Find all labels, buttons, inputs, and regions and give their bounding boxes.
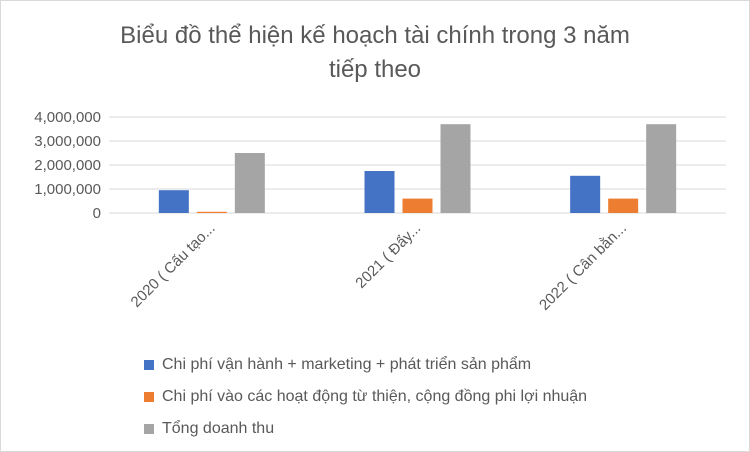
- bar-chart: 0 1,000,000 2,000,000 3,000,000 4,000,000 202…: [34, 109, 726, 314]
- legend-item: Chi phí vào các hoạt động từ thiện, cộng…: [144, 381, 587, 413]
- chart-title-line-2: tiếp theo: [328, 56, 422, 83]
- chart-title-line-1: Biểu đồ thể hiện kế hoạch tài chính tron…: [120, 22, 630, 49]
- bar: [608, 198, 639, 213]
- x-tick-label: 2022 ( Cân bằn...: [536, 220, 630, 314]
- legend-swatch: [144, 392, 154, 402]
- chart-title: Biểu đồ thể hiện kế hoạch tài chính tron…: [1, 19, 749, 87]
- chart-legend: Chi phí vận hành + marketing + phát triể…: [144, 349, 587, 445]
- y-tick-label: 4,000,000: [34, 109, 101, 126]
- bar: [158, 190, 189, 213]
- bar: [646, 124, 677, 213]
- y-tick-label: 2,000,000: [34, 157, 101, 174]
- legend-label: Chi phí vào các hoạt động từ thiện, cộng…: [162, 388, 588, 405]
- legend-swatch: [144, 360, 154, 370]
- y-tick-label: 3,000,000: [34, 133, 101, 150]
- x-tick-label: 2020 ( Cấu tạo...: [128, 220, 219, 311]
- bar: [570, 175, 601, 213]
- bar: [364, 171, 395, 213]
- legend-item: Tổng doanh thu: [144, 413, 587, 445]
- bar: [402, 198, 433, 213]
- legend-swatch: [144, 424, 154, 434]
- y-tick-label: 0: [93, 205, 101, 222]
- legend-label: Chi phí vận hành + marketing + phát triể…: [162, 356, 532, 373]
- bar: [440, 124, 471, 213]
- legend-item: Chi phí vận hành + marketing + phát triể…: [144, 349, 587, 381]
- x-tick-label: 2021 ( Đẩy...: [352, 220, 424, 292]
- y-tick-label: 1,000,000: [34, 181, 101, 198]
- legend-label: Tổng doanh thu: [162, 420, 275, 437]
- bar: [196, 211, 227, 213]
- bar: [234, 153, 265, 213]
